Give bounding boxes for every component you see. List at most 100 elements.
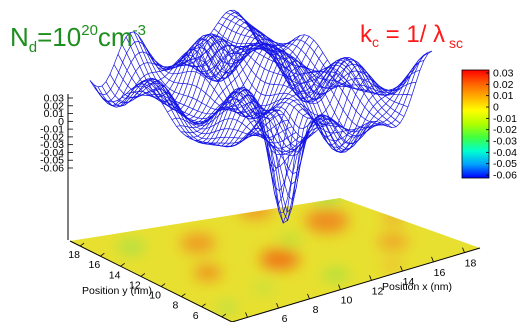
nd-sub: d (29, 39, 37, 56)
nd-annotation: Nd=1020cm-3 (10, 22, 146, 56)
y-axis-title: Position y (nm) (82, 285, 152, 297)
mesh-line (241, 16, 425, 93)
x-tick-label: 16 (434, 267, 446, 279)
colorbar-tick-label: -0.01 (493, 113, 517, 125)
x-tick-label: 18 (465, 258, 477, 270)
x-tick-mark (307, 293, 310, 300)
mesh-line (167, 44, 328, 124)
kc-base: k (360, 21, 373, 48)
y-tick-label: 18 (68, 249, 80, 261)
floor-color-patch (313, 198, 342, 205)
floor-color-patch (217, 301, 238, 313)
y-tick-mark (160, 283, 166, 287)
nd-exp: 20 (81, 22, 98, 39)
y-tick-mark (79, 242, 85, 247)
floor-color-patch (321, 267, 350, 283)
colorbar-tick-label: -0.02 (493, 124, 517, 136)
mesh-line (89, 9, 251, 88)
z-tick-label: -0.05 (40, 155, 64, 167)
mesh-line (237, 12, 421, 91)
colorbar-tick-label: 0.02 (493, 79, 514, 91)
y-tick-mark (120, 262, 125, 267)
x-tick-label: 8 (313, 304, 319, 316)
x-tick-mark (462, 247, 465, 253)
mesh-line (94, 12, 255, 96)
floor-color-patch (278, 233, 303, 247)
mesh-line (229, 9, 413, 100)
y-axis-ticks: 4681012141618 (68, 242, 227, 327)
kc-annotation: kc = 1/ λ sc (360, 21, 463, 51)
kc-sub: c (372, 34, 379, 50)
x-tick-label: 12 (372, 285, 384, 297)
z-tick-label: 0.02 (44, 100, 65, 112)
mesh-line (98, 15, 260, 102)
floor-color-patch (193, 264, 222, 281)
colorbar-gradient (461, 69, 490, 179)
x-tick-label: 10 (341, 295, 353, 307)
y-tick-mark (140, 273, 146, 277)
z-tick-label: 0 (58, 116, 64, 128)
x-tick-mark (245, 312, 248, 318)
nd-unit-exp: -3 (133, 22, 146, 39)
kc-sub2: sc (449, 35, 463, 51)
x-axis-ticks: 4681012141618 (245, 247, 477, 327)
floor-color-patch (304, 208, 349, 234)
y-tick-label: 6 (193, 310, 199, 322)
colorbar: 0.030.020.010-0.01-0.02-0.03-0.04-0.05-0… (461, 68, 517, 182)
z-tick-label: 0.03 (44, 93, 65, 105)
x-tick-label: 14 (403, 276, 415, 288)
mesh-line (181, 46, 365, 152)
nd-unit: cm (98, 22, 133, 52)
mesh-line (130, 34, 292, 106)
x-tick-mark (400, 265, 403, 272)
y-tick-mark (100, 252, 105, 257)
y-tick-label: 12 (129, 279, 141, 291)
colorbar-tick-label: -0.05 (493, 158, 517, 170)
x-axis-line (231, 247, 481, 323)
z-tick-label: -0.01 (40, 124, 64, 136)
mesh-line (233, 9, 417, 95)
mesh-line (213, 28, 397, 128)
floor-axes (69, 240, 481, 323)
colorbar-tick-label: 0.03 (493, 68, 514, 80)
z-tick-label: -0.06 (40, 163, 64, 175)
floor-color-patch (237, 200, 274, 220)
colorbar-tick-label: 0 (493, 102, 499, 114)
floor-color-patch (117, 239, 146, 255)
floor-color-patch (381, 210, 406, 224)
y-axis-line (69, 240, 233, 323)
z-axis: 0.030.020.010-0.01-0.02-0.03-0.04-0.05-0… (40, 93, 73, 240)
colorbar-tick-label: 0.01 (493, 90, 514, 102)
floor-color-patch (259, 248, 300, 271)
mesh-line (209, 34, 393, 128)
mesh-line (177, 44, 361, 148)
colorbar-tick-label: -0.04 (493, 147, 517, 159)
z-tick-label: -0.03 (40, 139, 64, 151)
mesh-line (245, 21, 429, 96)
floor-colormap (70, 198, 480, 322)
mesh-line (201, 42, 385, 129)
y-tick-label: 8 (172, 300, 178, 312)
floor-color-patch (382, 260, 403, 272)
z-tick-label: -0.02 (40, 131, 64, 143)
mesh-line (180, 50, 342, 133)
nd-base: N (10, 22, 29, 52)
nd-eq: =10 (37, 22, 81, 52)
x-tick-label: 6 (282, 313, 288, 322)
z-tick-label: 0.01 (44, 108, 65, 120)
x-tick-mark (431, 256, 434, 263)
mesh-line (249, 26, 433, 96)
x-tick-mark (338, 284, 341, 290)
mesh-line (112, 25, 274, 107)
mesh-line (144, 34, 305, 115)
x-axis-title: Position x (nm) (382, 281, 452, 293)
colorbar-ticks: 0.030.020.010-0.01-0.02-0.03-0.04-0.05-0… (486, 68, 517, 182)
kc-eq: = 1/ λ (379, 21, 445, 48)
mesh-line (103, 18, 264, 106)
y-tick-label: 10 (149, 290, 161, 302)
x-tick-mark (369, 275, 372, 281)
mesh-line (205, 38, 389, 127)
y-tick-mark (221, 313, 227, 318)
